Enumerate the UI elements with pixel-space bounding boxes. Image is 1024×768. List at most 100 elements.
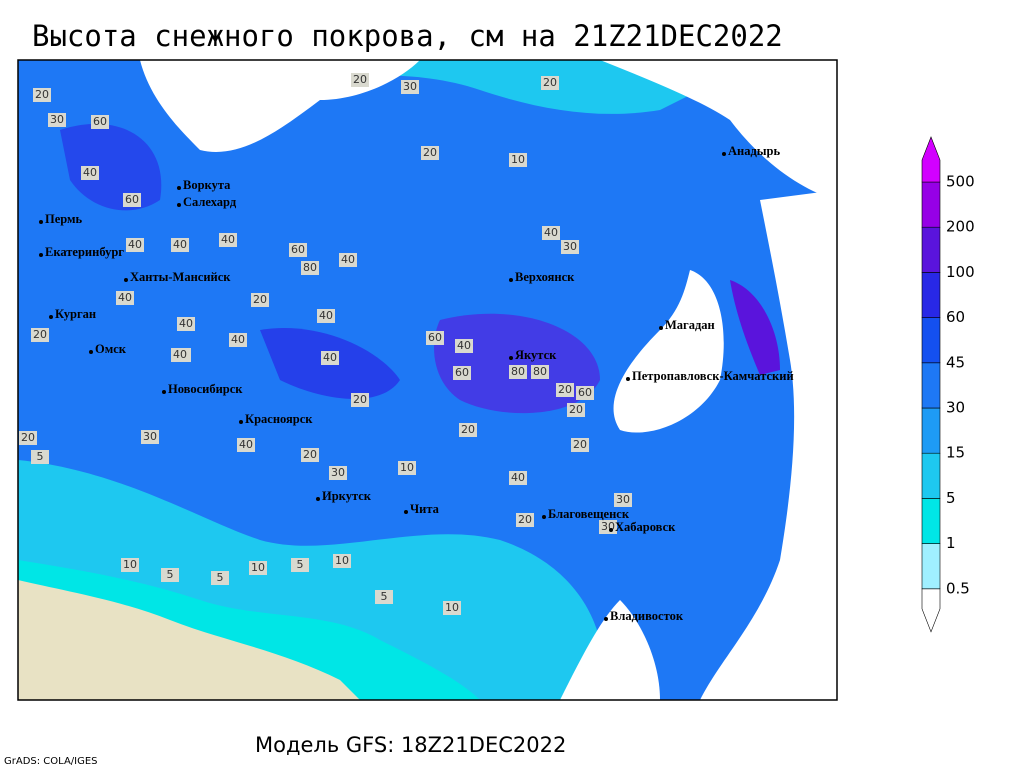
contour-label: 20	[423, 146, 437, 159]
legend-label: 15	[946, 444, 965, 462]
city-label: Благовещенск	[548, 507, 630, 521]
city-dot	[509, 356, 513, 360]
contour-label: 5	[217, 571, 224, 584]
contour-label: 40	[239, 438, 253, 451]
legend-swatch	[921, 543, 941, 590]
city-label: Иркутск	[322, 489, 372, 503]
contour-label-box	[171, 238, 189, 252]
contour-label: 40	[319, 309, 333, 322]
contour-label: 40	[457, 339, 471, 352]
city-label: Магадан	[665, 318, 715, 332]
contour-label-box	[421, 146, 439, 160]
city-dot	[49, 315, 53, 319]
city-dot	[39, 220, 43, 224]
contour-label: 40	[231, 333, 245, 346]
contour-label-box	[219, 233, 237, 247]
contour-label-box	[31, 450, 49, 464]
legend-label: 100	[946, 263, 975, 281]
legend-label: 500	[946, 173, 975, 191]
city-label: Петропавловск-Камчатский	[632, 369, 794, 383]
city-label: Ханты-Мансийск	[130, 270, 231, 284]
city-label: Хабаровск	[615, 520, 676, 534]
contour-label-box	[329, 466, 347, 480]
legend-swatch	[921, 498, 941, 544]
city-dot	[316, 497, 320, 501]
sea-of-okhotsk	[613, 270, 724, 433]
contour-label: 40	[323, 351, 337, 364]
city-label: Новосибирск	[168, 382, 243, 396]
contour-label: 20	[543, 76, 557, 89]
contour-label: 20	[303, 448, 317, 461]
contour-label-box	[571, 438, 589, 452]
contour-label: 10	[511, 153, 525, 166]
city-dot	[542, 515, 546, 519]
contour-label: 60	[455, 366, 469, 379]
contour-label-box	[177, 317, 195, 331]
contour-label: 20	[33, 328, 47, 341]
pacific	[700, 190, 837, 700]
city-label: Чита	[410, 502, 440, 516]
contour-label-box	[509, 471, 527, 485]
city-dot	[509, 278, 513, 282]
contour-label-box	[576, 386, 594, 400]
legend-label: 0.5	[946, 579, 970, 597]
city-label: Красноярск	[245, 412, 313, 426]
legend-label: 60	[946, 308, 965, 326]
contour-label-box	[542, 226, 560, 240]
contour-label-box	[121, 558, 139, 572]
sea	[140, 60, 420, 152]
contour-label: 5	[297, 558, 304, 571]
legend-swatch	[921, 272, 941, 318]
deep-snow	[60, 123, 162, 211]
city-dot	[124, 278, 128, 282]
kamchatka	[730, 280, 780, 375]
contour-label-box	[19, 431, 37, 445]
contour-label-box	[171, 348, 189, 362]
contour-label-box	[141, 430, 159, 444]
contour-label-box	[531, 365, 549, 379]
city-label: Курган	[55, 307, 96, 321]
contour-label: 20	[461, 423, 475, 436]
contour-label: 20	[21, 431, 35, 444]
city-label: Владивосток	[610, 609, 684, 623]
contour-label-box	[614, 493, 632, 507]
contour-label-box	[351, 393, 369, 407]
sea-of-japan	[560, 600, 660, 700]
contour-label-box	[516, 513, 534, 527]
contour-label-box	[459, 423, 477, 437]
contour-label-box	[301, 448, 319, 462]
contour-label-box	[333, 554, 351, 568]
contour-label-box	[81, 166, 99, 180]
legend-label: 200	[946, 218, 975, 236]
contour-label-box	[33, 88, 51, 102]
contour-label-box	[455, 339, 473, 353]
contour-label-box	[301, 261, 319, 275]
contour-label-box	[237, 438, 255, 452]
legend-label: 30	[946, 399, 965, 417]
contour-label-box	[251, 293, 269, 307]
contour-label-box	[339, 253, 357, 267]
contour-label: 80	[303, 261, 317, 274]
legend-label: 1	[946, 534, 956, 552]
contour-label-box	[116, 291, 134, 305]
contour-label: 80	[511, 365, 525, 378]
city-dot	[177, 203, 181, 207]
legend-swatch	[921, 588, 941, 633]
city-dot	[609, 528, 613, 532]
contour-label: 40	[511, 471, 525, 484]
contour-label-box	[453, 366, 471, 380]
contour-label: 20	[35, 88, 49, 101]
city-dot	[39, 253, 43, 257]
contour-label: 10	[123, 558, 137, 571]
contour-label: 60	[93, 115, 107, 128]
contour-label: 60	[291, 243, 305, 256]
contour-label: 20	[569, 403, 583, 416]
contour-label: 30	[616, 493, 630, 506]
contour-label: 5	[381, 590, 388, 603]
contour-label: 30	[403, 80, 417, 93]
contour-label-box	[161, 568, 179, 582]
city-label: Анадырь	[728, 144, 781, 158]
contour-label: 60	[578, 386, 592, 399]
